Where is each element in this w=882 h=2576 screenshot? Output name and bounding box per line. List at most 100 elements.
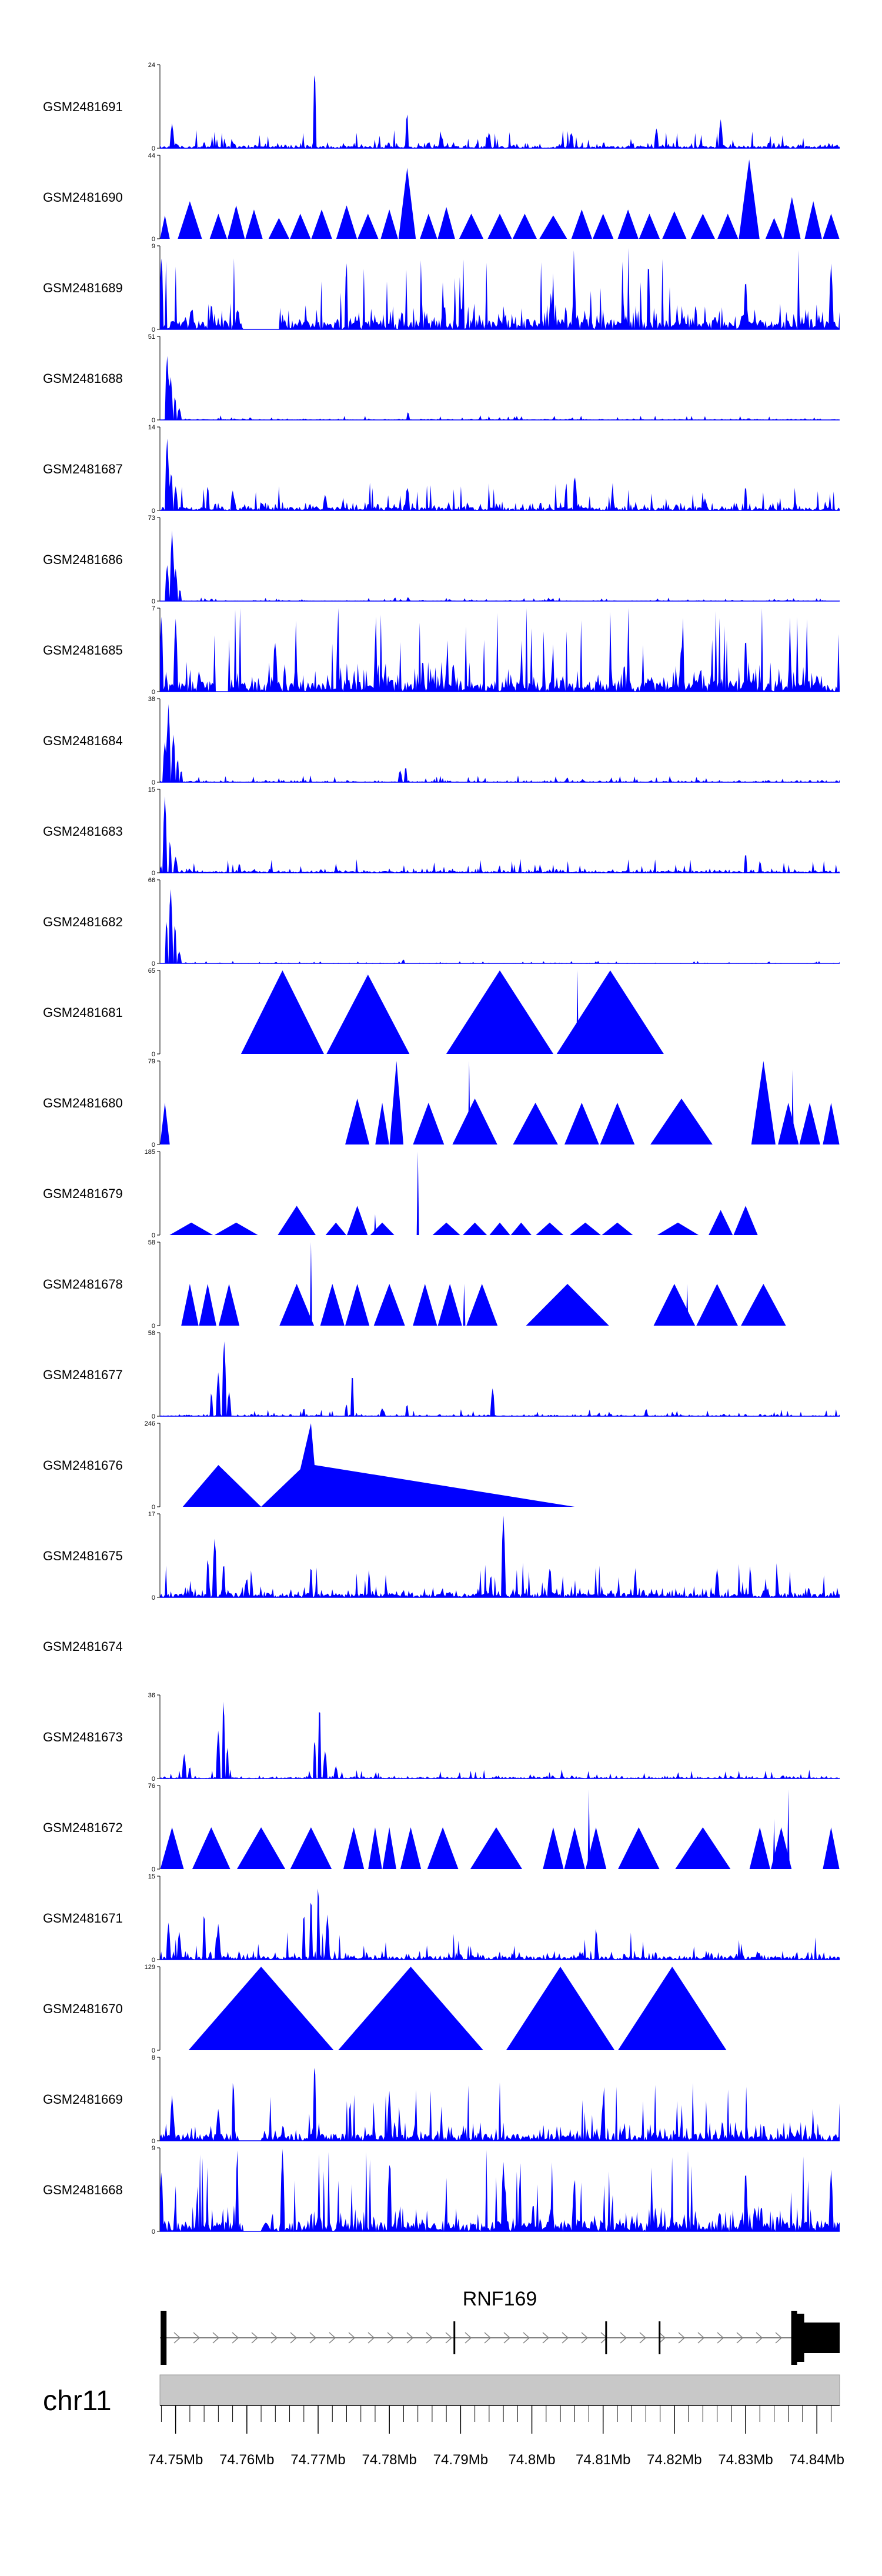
- track-label: GSM2481668: [43, 2183, 123, 2197]
- strand-arrow: [756, 2332, 763, 2344]
- coverage-peak: [400, 1827, 422, 1869]
- strand-arrow: [368, 2332, 375, 2344]
- coverage-peak: [290, 1827, 332, 1869]
- y-min-label: 0: [152, 1232, 155, 1239]
- track-label: GSM2481690: [43, 190, 123, 205]
- strand-arrow: [775, 2332, 783, 2344]
- coverage-peak: [160, 1827, 184, 1869]
- track-label: GSM2481676: [43, 1458, 123, 1473]
- strand-arrow: [639, 2332, 647, 2344]
- y-min-label: 0: [152, 1323, 155, 1330]
- track-GSM2481687: GSM2481687 14 0: [43, 424, 840, 515]
- coverage-peak: [487, 213, 512, 239]
- y-max-label: 185: [145, 1149, 155, 1156]
- coverage-peak: [343, 1827, 365, 1869]
- coverage-spike: [467, 1061, 470, 1144]
- y-min-label: 0: [152, 870, 155, 877]
- coverage-spike: [373, 1214, 376, 1235]
- coverage-peak: [617, 1967, 727, 2050]
- track-label: GSM2481686: [43, 552, 123, 567]
- coverage-peak: [617, 209, 639, 239]
- coverage-peak: [358, 213, 379, 239]
- y-max-label: 79: [148, 1058, 155, 1065]
- coverage-signal: [160, 796, 840, 873]
- strand-arrow: [678, 2332, 686, 2344]
- y-min-label: 0: [152, 1594, 155, 1601]
- y-max-label: 66: [148, 877, 155, 884]
- coverage-peak: [188, 1967, 334, 2050]
- strand-arrow: [290, 2332, 298, 2344]
- y-max-label: 129: [145, 1964, 155, 1971]
- coverage-peak: [160, 215, 170, 239]
- coverage-peak: [823, 213, 840, 239]
- coverage-peak: [413, 1284, 437, 1326]
- track-GSM2481691: GSM2481691 24 0: [43, 62, 840, 152]
- track-label: GSM2481671: [43, 1911, 123, 1926]
- coverage-signal: [160, 1888, 840, 1960]
- coverage-peak: [427, 1827, 459, 1869]
- y-min-label: 0: [152, 598, 155, 605]
- track-label: GSM2481672: [43, 1820, 123, 1835]
- track-label: GSM2481678: [43, 1277, 123, 1292]
- track-label: GSM2481685: [43, 643, 123, 658]
- strand-arrow: [581, 2332, 589, 2344]
- strand-arrow: [465, 2332, 472, 2344]
- tick-label: 74.77Mb: [290, 2452, 345, 2468]
- coverage-peak: [236, 1827, 286, 1869]
- track-GSM2481669: GSM2481669 8 0: [43, 2054, 840, 2145]
- coverage-peak: [690, 213, 715, 239]
- coverage-peak: [370, 1222, 395, 1235]
- track-GSM2481668: GSM2481668 9 0: [43, 2145, 840, 2235]
- tick-label: 74.79Mb: [433, 2452, 488, 2468]
- coverage-peak: [446, 970, 554, 1054]
- coverage-spike: [686, 1284, 689, 1326]
- coverage-peak: [382, 1827, 396, 1869]
- coverage-spike: [309, 1242, 312, 1326]
- coverage-peak: [389, 1061, 404, 1144]
- coverage-peak: [556, 970, 664, 1054]
- y-min-label: 0: [152, 145, 155, 152]
- strand-arrow: [348, 2332, 356, 2344]
- strand-arrow: [406, 2332, 414, 2344]
- coverage-peak: [799, 1103, 820, 1144]
- coverage-peak: [650, 1098, 713, 1144]
- exon: [161, 2311, 167, 2365]
- coverage-peak: [662, 211, 687, 239]
- coverage-peak: [717, 213, 739, 239]
- tick-label: 74.75Mb: [148, 2452, 203, 2468]
- coverage-peak: [600, 1103, 635, 1144]
- tick-label: 74.83Mb: [718, 2452, 773, 2468]
- track-GSM2481671: GSM2481671 15 0: [43, 1873, 840, 1964]
- track-label: GSM2481675: [43, 1549, 123, 1563]
- y-max-label: 73: [148, 515, 155, 522]
- exon: [791, 2311, 797, 2365]
- y-max-label: 7: [152, 605, 155, 612]
- coverage-signal: [160, 438, 840, 510]
- coverage-peak: [696, 1284, 738, 1326]
- track-GSM2481681: GSM2481681 65 0: [43, 967, 664, 1058]
- coverage-peak: [602, 1222, 633, 1235]
- coverage-peak: [437, 207, 455, 239]
- coverage-signal: [160, 2148, 840, 2231]
- coverage-spike: [365, 970, 368, 1054]
- strand-arrow: [523, 2332, 530, 2344]
- track-label: GSM2481674: [43, 1639, 123, 1654]
- y-max-label: 9: [152, 2145, 155, 2152]
- strand-arrow: [251, 2332, 259, 2344]
- y-min-label: 0: [152, 779, 155, 786]
- y-min-label: 0: [152, 2138, 155, 2145]
- coverage-peak: [470, 1827, 523, 1869]
- coverage-peak: [178, 201, 202, 239]
- coverage-peak: [510, 1222, 532, 1235]
- y-max-label: 15: [148, 786, 155, 793]
- coverage-peak: [751, 1061, 776, 1144]
- strand-arrow: [445, 2332, 453, 2344]
- coverage-peak: [169, 1222, 213, 1235]
- coverage-peak: [279, 1284, 315, 1326]
- track-label: GSM2481679: [43, 1186, 123, 1201]
- track-GSM2481684: GSM2481684 38 0: [43, 696, 840, 786]
- track-label: GSM2481687: [43, 462, 123, 476]
- coverage-peak: [160, 1103, 170, 1144]
- y-min-label: 0: [152, 960, 155, 967]
